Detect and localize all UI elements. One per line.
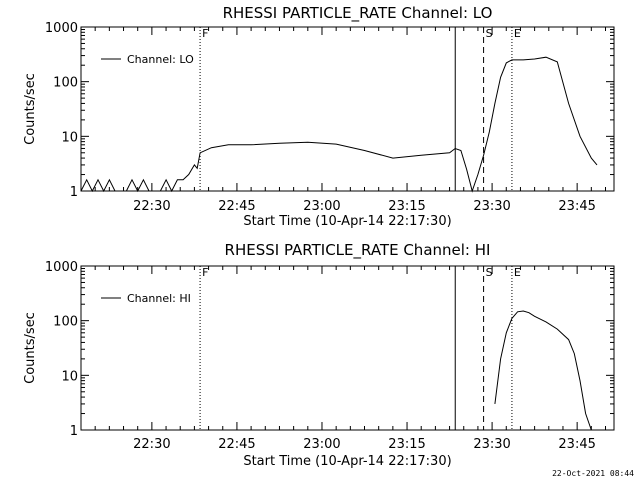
y-tick-label: 1000 <box>45 260 78 275</box>
x-tick-label: 23:30 <box>473 199 510 214</box>
footer-timestamp: 22-Oct-2021 08:44 <box>552 469 634 478</box>
event-marker-label: F <box>202 27 208 40</box>
event-marker-label: S <box>486 266 493 279</box>
x-tick-label: 23:45 <box>558 437 595 452</box>
x-tick-label: 22:45 <box>218 437 255 452</box>
y-axis-label: Counts/sec <box>23 73 38 145</box>
y-tick-label: 1000 <box>45 21 78 36</box>
y-tick-label: 100 <box>53 76 78 91</box>
plot-frame <box>80 265 615 431</box>
plot-frame <box>80 26 615 192</box>
y-tick-label: 100 <box>53 315 78 330</box>
series-line <box>80 56 598 193</box>
x-tick-label: 23:45 <box>558 199 595 214</box>
y-axis-label: Counts/sec <box>23 312 38 384</box>
legend-label: Channel: HI <box>127 292 191 305</box>
legend-label: Channel: LO <box>127 53 194 66</box>
x-tick-label: 23:00 <box>303 437 340 452</box>
y-tick-label: 10 <box>61 130 78 145</box>
y-tick-label: 1 <box>70 424 78 439</box>
x-tick-label: 23:15 <box>388 199 425 214</box>
x-tick-label: 23:30 <box>473 437 510 452</box>
x-axis-label: Start Time (10-Apr-14 22:17:30) <box>243 454 451 469</box>
event-marker-label: S <box>486 27 493 40</box>
chart-title: RHESSI PARTICLE_RATE Channel: HI <box>225 241 491 260</box>
chart-title: RHESSI PARTICLE_RATE Channel: LO <box>223 4 493 23</box>
y-tick-label: 10 <box>61 369 78 384</box>
y-tick-label: 1 <box>70 185 78 200</box>
x-axis-label: Start Time (10-Apr-14 22:17:30) <box>243 214 451 229</box>
x-tick-label: 22:45 <box>218 199 255 214</box>
x-tick-label: 23:00 <box>303 199 340 214</box>
x-tick-label: 22:30 <box>133 199 170 214</box>
event-marker-label: F <box>202 266 208 279</box>
event-marker-label: E <box>514 266 521 279</box>
series-line <box>494 310 592 431</box>
x-tick-label: 22:30 <box>133 437 170 452</box>
chart-panel-2: RHESSI PARTICLE_RATE Channel: HI 1 10 100 10… <box>23 241 615 469</box>
x-tick-label: 23:15 <box>388 437 425 452</box>
chart-panel-1: RHESSI PARTICLE_RATE Channel: LO 1 10 100 10… <box>23 4 615 229</box>
event-marker-label: E <box>514 27 521 40</box>
